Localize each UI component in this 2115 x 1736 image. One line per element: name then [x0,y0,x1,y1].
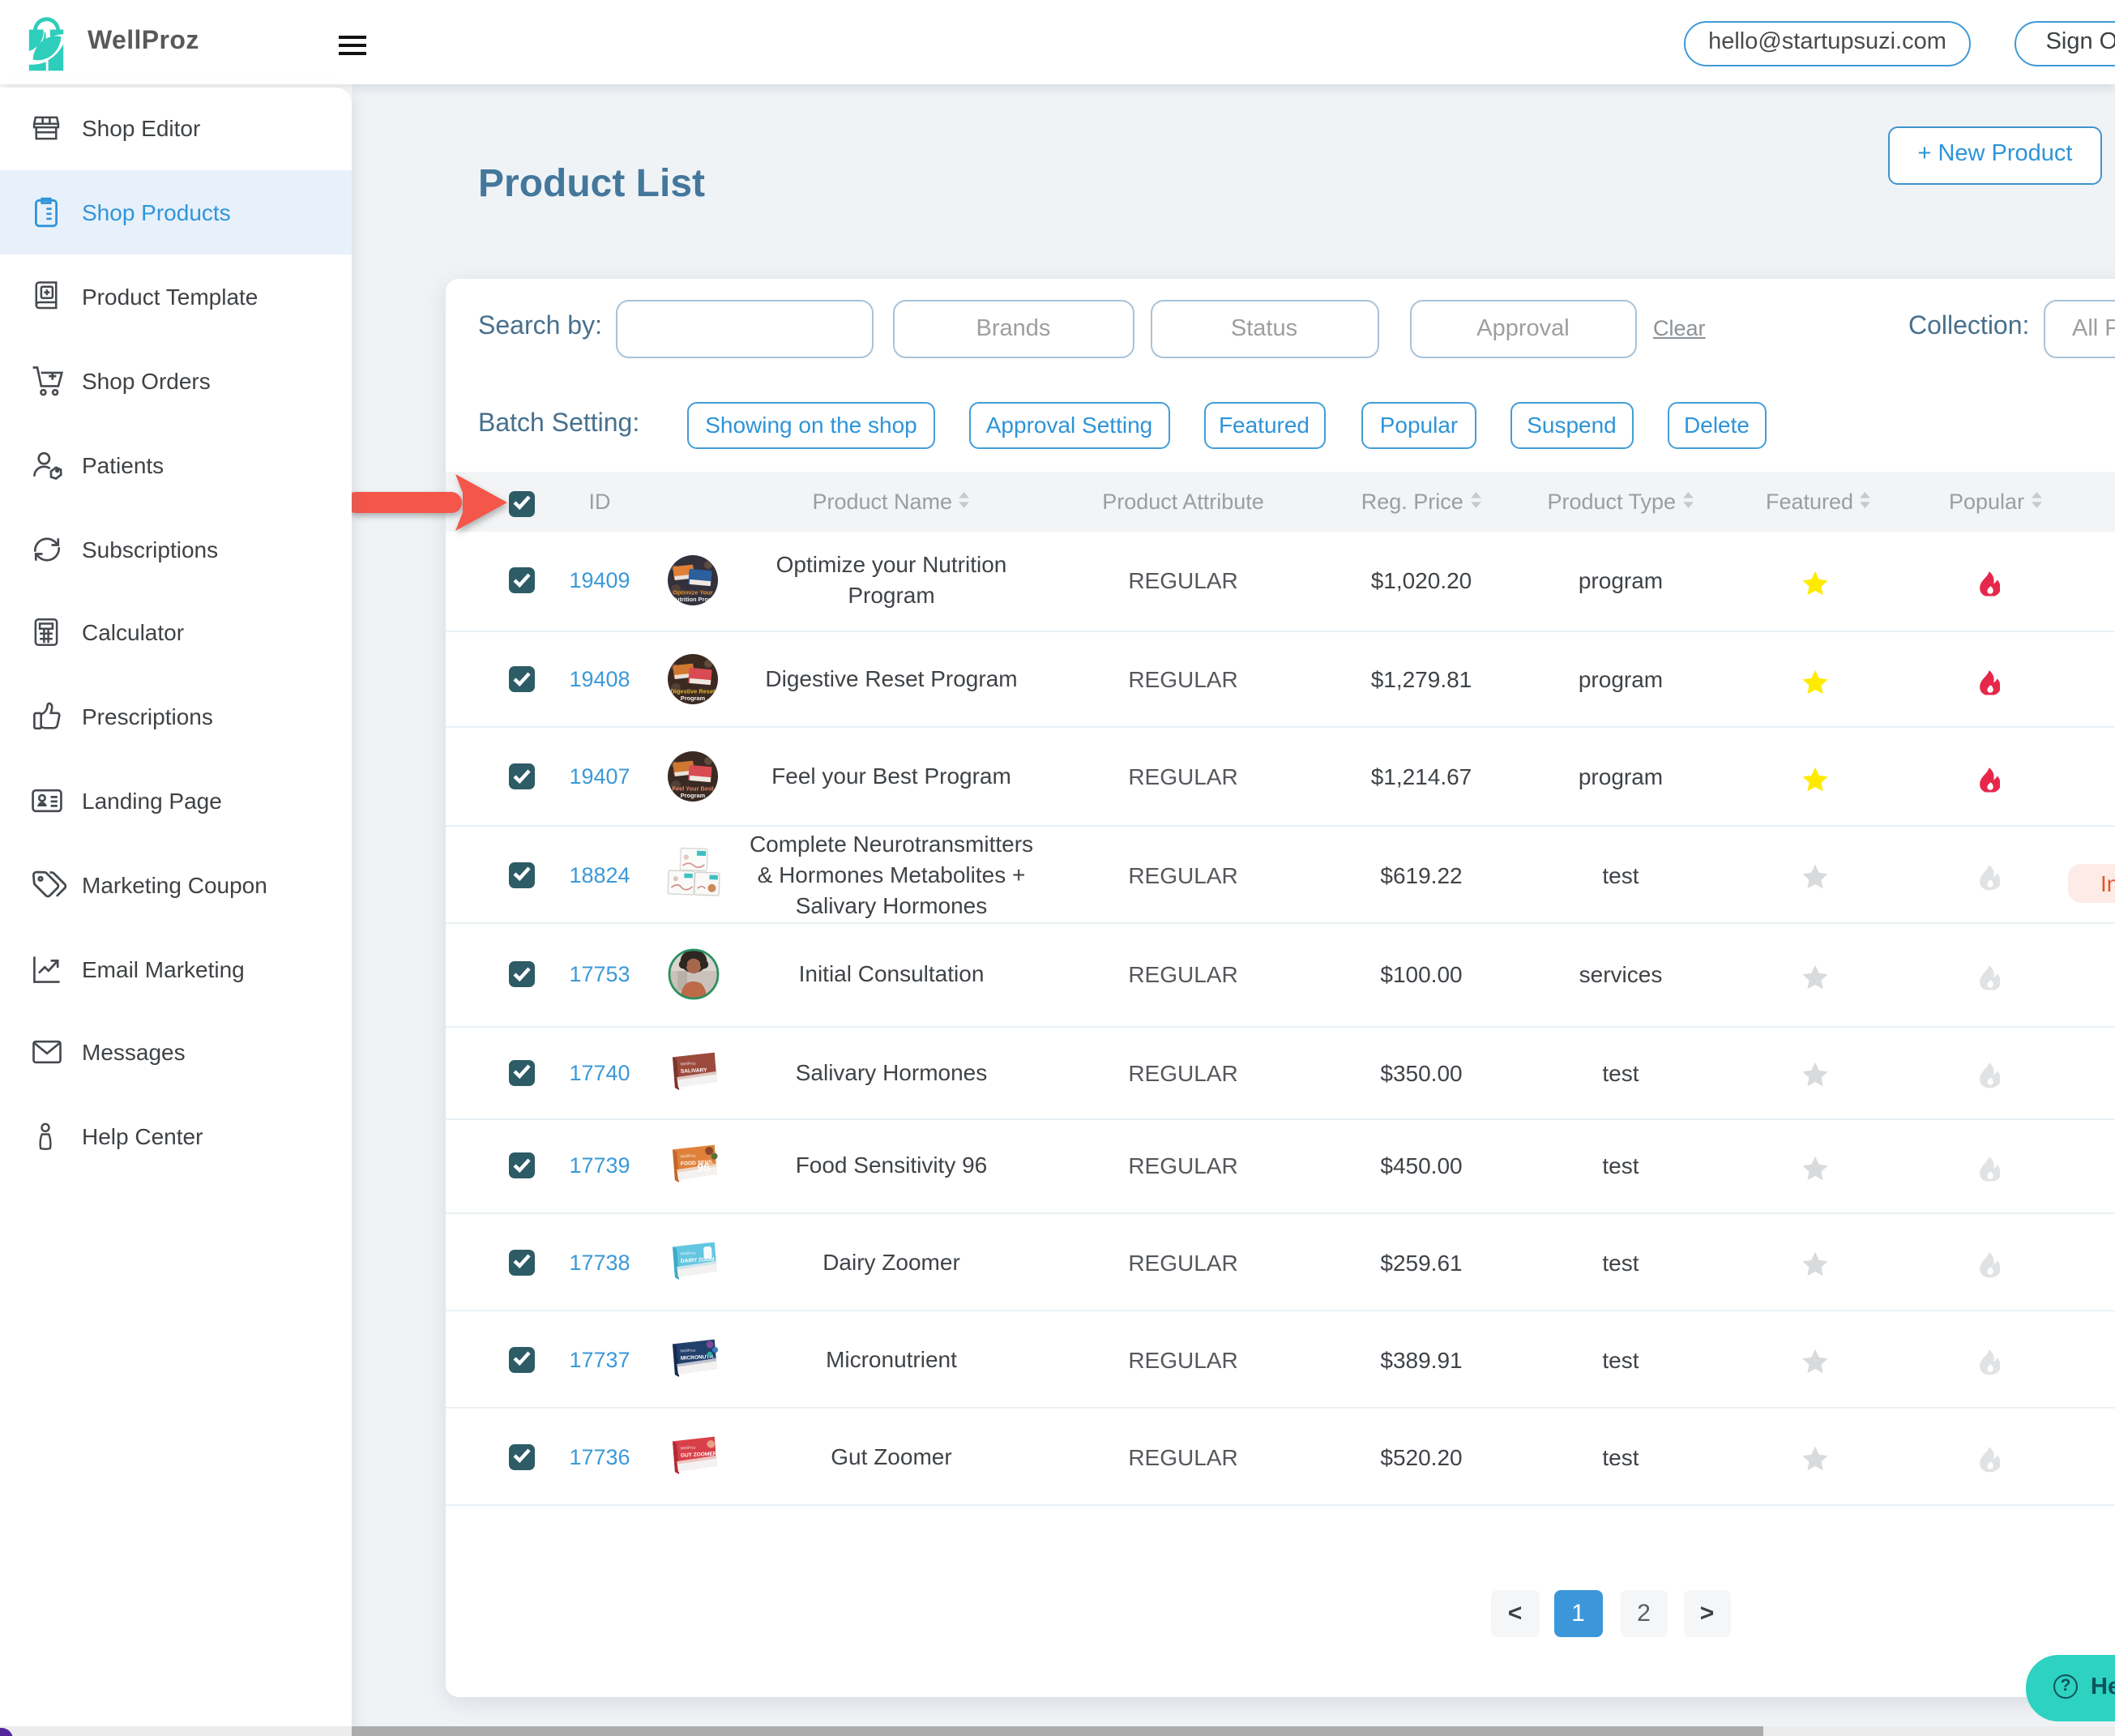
svg-text:WellProz: WellProz [679,1250,695,1255]
svg-text:Program: Program [681,792,706,799]
svg-text:96: 96 [696,1161,710,1175]
svg-text:WellProz: WellProz [679,1154,695,1160]
svg-text:SALIVARY: SALIVARY [680,1067,707,1075]
svg-text:Digestive Reset: Digestive Reset [670,688,716,695]
svg-text:MICRONUTR.: MICRONUTR. [680,1353,715,1361]
svg-text:Optimize Your: Optimize Your [673,589,713,596]
svg-text:WellProz: WellProz [679,1444,695,1450]
svg-text:WellProz: WellProz [679,1347,695,1353]
svg-text:FOOD SENS.: FOOD SENS. [680,1160,713,1167]
svg-text:Feel Your Best: Feel Your Best [672,785,714,792]
svg-text:DAIRY ZOOM: DAIRY ZOOM [680,1256,715,1264]
svg-text:WellProz: WellProz [679,1061,695,1067]
svg-text:GUT ZOOMER: GUT ZOOMER [680,1450,716,1457]
svg-text:Nutrition Progr: Nutrition Progr [672,596,715,604]
svg-text:Program: Program [681,695,706,702]
